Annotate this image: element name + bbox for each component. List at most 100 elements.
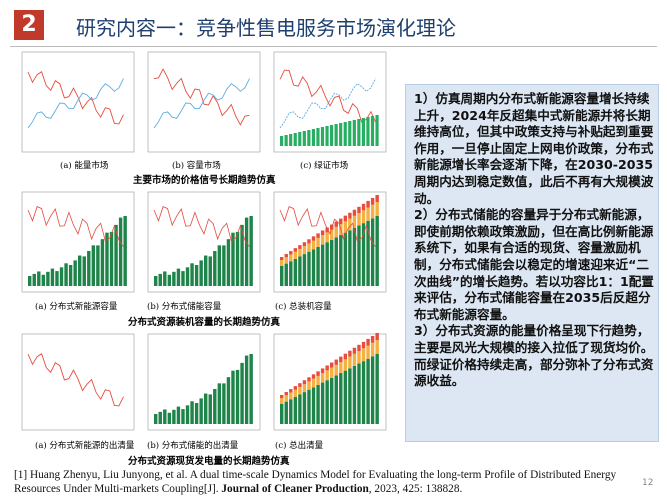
mini-bar [311, 378, 316, 388]
mini-bar [334, 226, 338, 238]
mini-bar [357, 351, 361, 364]
mini-bar [339, 218, 343, 225]
mini-bar [244, 355, 249, 424]
finding: 3）分布式资源的能量价格呈现下行趋势，主要是风光大规模的接入拉低了现货均价。而绿… [414, 323, 654, 389]
mini-bar [199, 260, 203, 286]
figure-caption: (b) 容量市场 [172, 160, 221, 171]
mini-bar [334, 237, 338, 286]
mini-bar [366, 338, 370, 346]
mini-bar [163, 409, 167, 424]
mini-bar [352, 353, 357, 366]
mini-bar [307, 130, 311, 146]
mini-bar [357, 206, 361, 214]
mini-bar [348, 230, 352, 286]
figure-caption: (c) 绿证市场 [300, 160, 348, 171]
mini-bar [316, 371, 320, 376]
mini-chart-frame [147, 51, 261, 153]
mini-bar [320, 368, 325, 374]
mini-bar [361, 341, 366, 349]
mini-bar [208, 394, 212, 424]
mini-line [27, 70, 124, 125]
mini-bar [334, 124, 338, 146]
mini-bar [154, 276, 158, 286]
mini-bar [343, 370, 348, 424]
mini-bar [298, 394, 302, 424]
mini-line [279, 206, 376, 247]
mini-bar [348, 212, 352, 219]
mini-bar [339, 362, 343, 374]
mini-bar [289, 254, 293, 262]
mini-bar [109, 231, 114, 286]
mini-bar [370, 335, 375, 343]
mini-bar [330, 367, 334, 378]
mini-bar [302, 380, 307, 385]
mini-line [279, 69, 376, 123]
mini-bar [320, 127, 325, 146]
mini-bar [339, 373, 343, 424]
mini-bar [330, 125, 334, 146]
mini-bar [311, 240, 316, 250]
mini-bar [194, 264, 199, 286]
mini-bar [316, 384, 320, 424]
mini-bar [172, 409, 176, 424]
mini-bar [46, 271, 50, 286]
mini-bar [366, 358, 370, 424]
mini-bar [298, 132, 302, 146]
mini-bar [231, 232, 235, 286]
mini-bar [366, 207, 370, 221]
mini-bar [375, 340, 379, 354]
mini-bar [284, 263, 288, 286]
mini-bar [320, 244, 325, 286]
mini-line [153, 206, 250, 247]
mini-bar [307, 251, 311, 286]
mini-bar [307, 389, 311, 424]
mini-bar [280, 398, 284, 404]
mini-bar [293, 133, 297, 146]
mini-bar [235, 369, 240, 424]
mini-line [153, 68, 250, 126]
mini-bar [352, 347, 357, 354]
mini-bar [73, 260, 77, 286]
mini-bar [343, 122, 347, 146]
mini-bar [302, 131, 306, 146]
mini-bar [37, 271, 41, 286]
mini-line [27, 352, 124, 407]
mini-bar [375, 216, 379, 286]
mini-bar [28, 276, 32, 286]
mini-bar [208, 256, 212, 286]
mini-bar [154, 414, 158, 424]
mini-bar [325, 232, 329, 243]
mini-bar [339, 123, 343, 146]
mini-bar [343, 232, 348, 286]
mini-bar [50, 268, 55, 286]
mini-bar [280, 266, 284, 286]
mini-bar [181, 409, 185, 424]
mini-bar [330, 377, 334, 424]
mini-bar [298, 386, 302, 395]
mini-bar [289, 392, 293, 400]
mini-bar [343, 221, 348, 233]
mini-bar [361, 361, 366, 424]
mini-bar [352, 209, 357, 216]
mini-bar [334, 364, 338, 376]
mini-bar [352, 120, 356, 146]
mini-line [279, 78, 376, 129]
mini-bar [284, 254, 288, 258]
mini-bar [284, 401, 288, 424]
mini-bar [325, 242, 329, 286]
mini-bar [105, 232, 109, 286]
mini-bar [325, 126, 329, 146]
mini-bar [167, 274, 172, 286]
mini-bar [343, 359, 348, 371]
mini-bar [361, 203, 366, 211]
mini-bar [298, 245, 302, 249]
mini-bar [357, 344, 361, 352]
mini-bar [357, 363, 361, 424]
mini-bar [357, 213, 361, 226]
mini-bar [280, 257, 284, 260]
mini-bar [307, 381, 311, 390]
mini-bar [190, 263, 194, 286]
mini-bar [334, 375, 338, 424]
mini-bar [87, 251, 91, 286]
mini-bar [330, 229, 334, 240]
